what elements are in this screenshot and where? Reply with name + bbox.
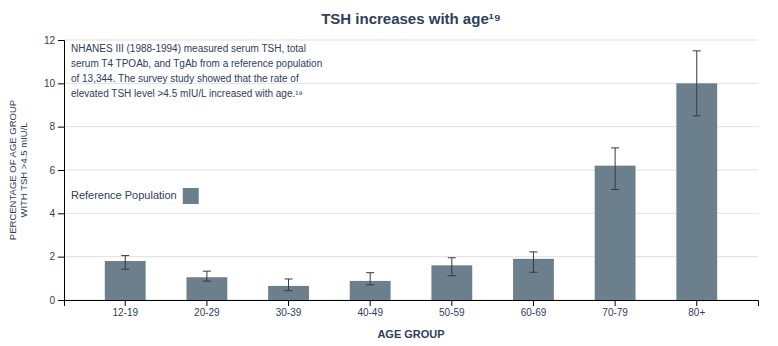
y-tick: 4: [49, 208, 64, 219]
y-tick: 12: [44, 35, 64, 46]
x-tick-mark: [288, 300, 289, 306]
x-tick-label: 80+: [688, 307, 705, 318]
x-tick-label: 60-69: [521, 307, 547, 318]
y-tick-label: 12: [44, 35, 56, 46]
y-tick-label: 10: [44, 78, 56, 89]
x-tick: 60-69: [521, 300, 547, 318]
y-axis-title: PERCENTAGE OF AGE GROUPWITH TSH >4.5 mIU…: [7, 100, 29, 240]
y-tick-mark: [58, 170, 64, 171]
error-bar: [366, 273, 374, 285]
y-tick-label: 8: [49, 121, 55, 132]
x-axis: 12-19 20-29 30-39 40-49 50-59 60-69 70-79 80+: [65, 300, 759, 318]
x-tick: 80+: [688, 300, 705, 318]
grid-line: [64, 126, 758, 127]
x-tick: 20-29: [194, 300, 220, 318]
x-tick-label: 50-59: [439, 307, 465, 318]
y-tick-label: 6: [49, 165, 55, 176]
x-tick-mark: [533, 300, 534, 306]
x-axis-title: AGE GROUP: [377, 328, 444, 340]
error-bar: [203, 271, 211, 281]
error-bar: [121, 256, 129, 270]
y-tick-mark: [58, 213, 64, 214]
y-tick: 8: [49, 121, 64, 132]
error-bar: [448, 258, 456, 276]
x-tick-mark: [370, 300, 371, 306]
legend-swatch: [183, 188, 199, 204]
error-bar: [611, 148, 619, 190]
x-tick-mark: [451, 300, 452, 306]
y-tick-mark: [58, 127, 64, 128]
error-bar: [285, 279, 293, 291]
error-bar: [529, 252, 537, 272]
y-axis-line: [58, 41, 65, 301]
y-tick-mark: [58, 40, 64, 41]
y-tick-label: 0: [49, 295, 55, 306]
grid-line: [64, 40, 758, 41]
y-tick: 0: [49, 295, 64, 306]
legend: Reference Population: [71, 188, 199, 204]
x-tick: 50-59: [439, 300, 465, 318]
grid-line: [64, 170, 758, 171]
y-axis: 0 2 4 6 8 10 12: [44, 35, 65, 306]
x-tick: 30-39: [276, 300, 302, 318]
error-bar: [693, 51, 701, 116]
y-tick-mark: [58, 300, 64, 301]
x-tick-mark: [206, 300, 207, 306]
x-tick-label: 40-49: [357, 307, 383, 318]
legend-label: Reference Population: [71, 189, 177, 201]
y-tick-label: 2: [49, 251, 55, 262]
x-tick: 12-19: [112, 300, 138, 318]
chart: 12-19 20-29 30-39 40-49 50-59 60-69 70-79 80+ 0 2…: [0, 0, 778, 346]
grid: [64, 40, 758, 300]
x-tick-label: 30-39: [276, 307, 302, 318]
x-tick-label: 20-29: [194, 307, 220, 318]
y-tick-label: 4: [49, 208, 55, 219]
x-tick: 40-49: [357, 300, 383, 318]
x-tick: 70-79: [602, 300, 628, 318]
grid-line: [64, 213, 758, 214]
x-axis-line: [65, 301, 759, 307]
y-tick-mark: [58, 257, 64, 258]
annotation: NHANES III (1988-1994) measured serum TS…: [71, 43, 322, 99]
x-tick-mark: [125, 300, 126, 306]
y-tick: 2: [49, 251, 64, 262]
plot: 12-19 20-29 30-39 40-49 50-59 60-69 70-79 80+ 0 2…: [44, 35, 759, 318]
title: TSH increases with age¹⁹: [321, 10, 501, 27]
y-tick: 6: [49, 165, 64, 176]
y-tick: 10: [44, 78, 64, 89]
y-tick-mark: [58, 83, 64, 84]
x-tick-label: 12-19: [112, 307, 138, 318]
grid-line: [64, 256, 758, 257]
x-tick-mark: [615, 300, 616, 306]
x-tick-label: 70-79: [602, 307, 628, 318]
x-tick-mark: [696, 300, 697, 306]
